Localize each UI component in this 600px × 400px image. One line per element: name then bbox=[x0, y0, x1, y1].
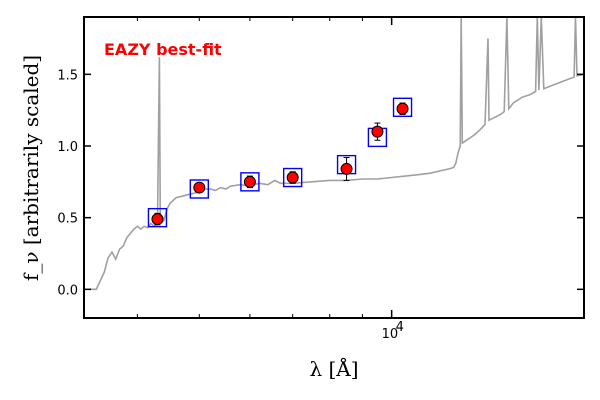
observed-flux-point bbox=[193, 181, 206, 194]
observed-points-layer bbox=[151, 102, 409, 226]
model-flux-box bbox=[147, 207, 168, 228]
y-tick-label: 0.5 bbox=[57, 212, 78, 227]
template-layer bbox=[88, 16, 585, 291]
model-boxes-layer bbox=[147, 97, 413, 228]
model-flux-box bbox=[392, 97, 413, 118]
model-flux-box bbox=[189, 179, 210, 199]
observed-flux-point bbox=[371, 125, 384, 138]
x-axis-label: λ [Å] bbox=[309, 356, 358, 381]
template-spectrum-line bbox=[88, 16, 585, 291]
model-flux-box bbox=[240, 172, 260, 192]
observed-flux-point bbox=[396, 102, 409, 115]
observed-flux-point bbox=[340, 162, 353, 175]
ticks-layer: 0.0 0.5 1.0 1.5 104 bbox=[57, 17, 585, 342]
plot-background bbox=[84, 17, 584, 318]
x-tick-label-exponent: 4 bbox=[396, 320, 404, 335]
model-flux-box bbox=[282, 167, 303, 188]
x-tick-label: 10 bbox=[382, 327, 399, 342]
y-axis-label: f_ν [arbitrarily scaled] bbox=[19, 55, 43, 281]
y-tick-label: 1.0 bbox=[57, 140, 78, 155]
observed-flux-point bbox=[243, 175, 256, 188]
annotation-label: EAZY best-fit bbox=[104, 40, 222, 59]
y-tick-label: 0.0 bbox=[57, 283, 78, 298]
plot-frame bbox=[83, 16, 585, 319]
observed-flux-point bbox=[286, 171, 299, 184]
y-tick-label: 1.5 bbox=[57, 68, 78, 83]
observed-flux-point bbox=[151, 213, 164, 226]
